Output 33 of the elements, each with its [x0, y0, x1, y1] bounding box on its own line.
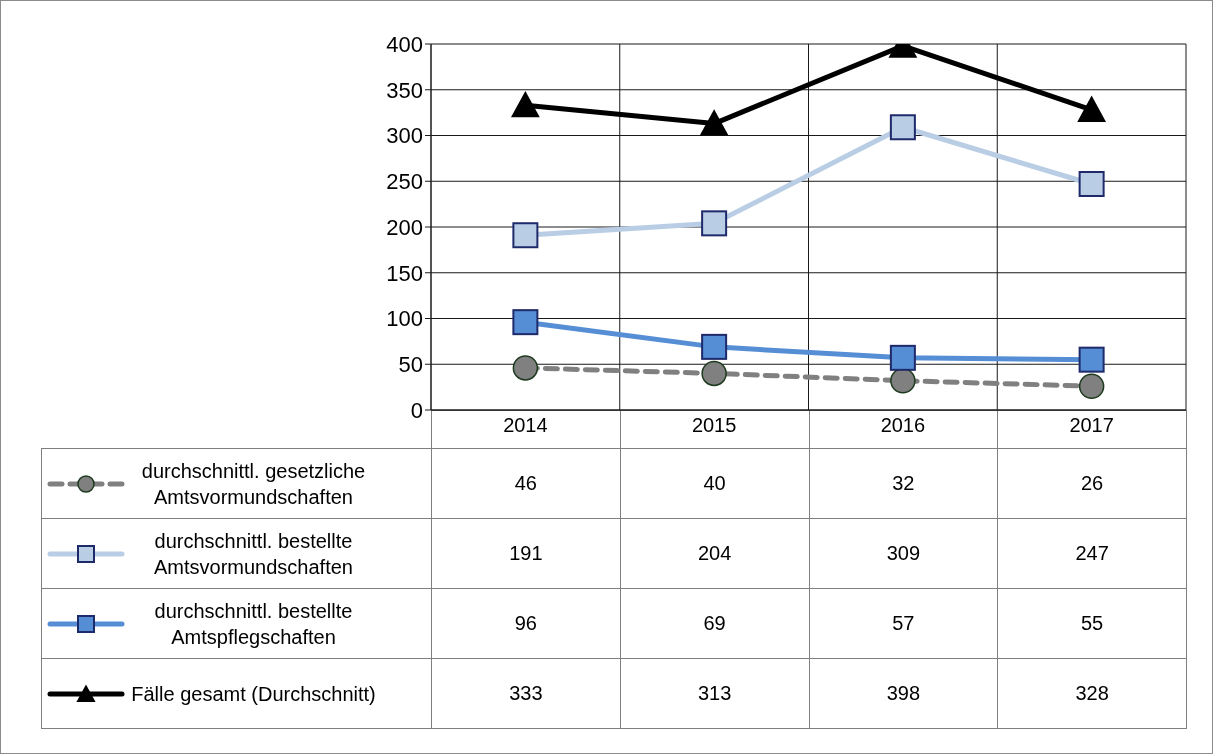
data-label: 328 [997, 658, 1187, 729]
legend-label: Fälle gesamt (Durchschnitt) [130, 681, 377, 707]
data-label: 191 [431, 518, 621, 589]
x-tick-label: 2016 [880, 414, 926, 437]
data-label: 32 [809, 448, 998, 519]
data-label: 313 [620, 658, 809, 729]
data-label: 57 [809, 588, 998, 659]
y-tick-label: 150 [386, 260, 423, 286]
data-label: 398 [809, 658, 998, 729]
x-tick-label: 2017 [1069, 414, 1114, 437]
y-tick-label: 100 [386, 306, 423, 332]
x-tick-label: 2014 [503, 414, 548, 437]
y-tick-label: 400 [386, 31, 423, 57]
y-tick-label: 250 [386, 169, 423, 195]
y-tick-label: 0 [410, 397, 423, 423]
legend-label: durchschnittl. bestellte Amtspflegschaften [153, 598, 354, 650]
y-tick-label: 350 [386, 77, 423, 103]
y-tick-label: 50 [398, 352, 423, 378]
y-tick-label: 200 [386, 214, 423, 240]
data-label: 204 [620, 518, 809, 589]
data-label: 46 [431, 448, 621, 519]
data-label: 96 [431, 588, 621, 659]
legend-label: durchschnittl. bestellte Amtsvormundschaften [153, 528, 354, 580]
x-tick-label: 2015 [691, 414, 737, 437]
y-tick-label: 300 [386, 123, 423, 149]
data-label: 309 [809, 518, 998, 589]
data-label: 26 [997, 448, 1187, 519]
data-label: 40 [620, 448, 809, 519]
data-label: 55 [997, 588, 1187, 659]
data-label: 69 [620, 588, 809, 659]
legend-label: durchschnittl. gesetzliche Amtsvormundschaften [140, 458, 367, 510]
data-label: 333 [431, 658, 621, 729]
data-label: 247 [997, 518, 1187, 589]
